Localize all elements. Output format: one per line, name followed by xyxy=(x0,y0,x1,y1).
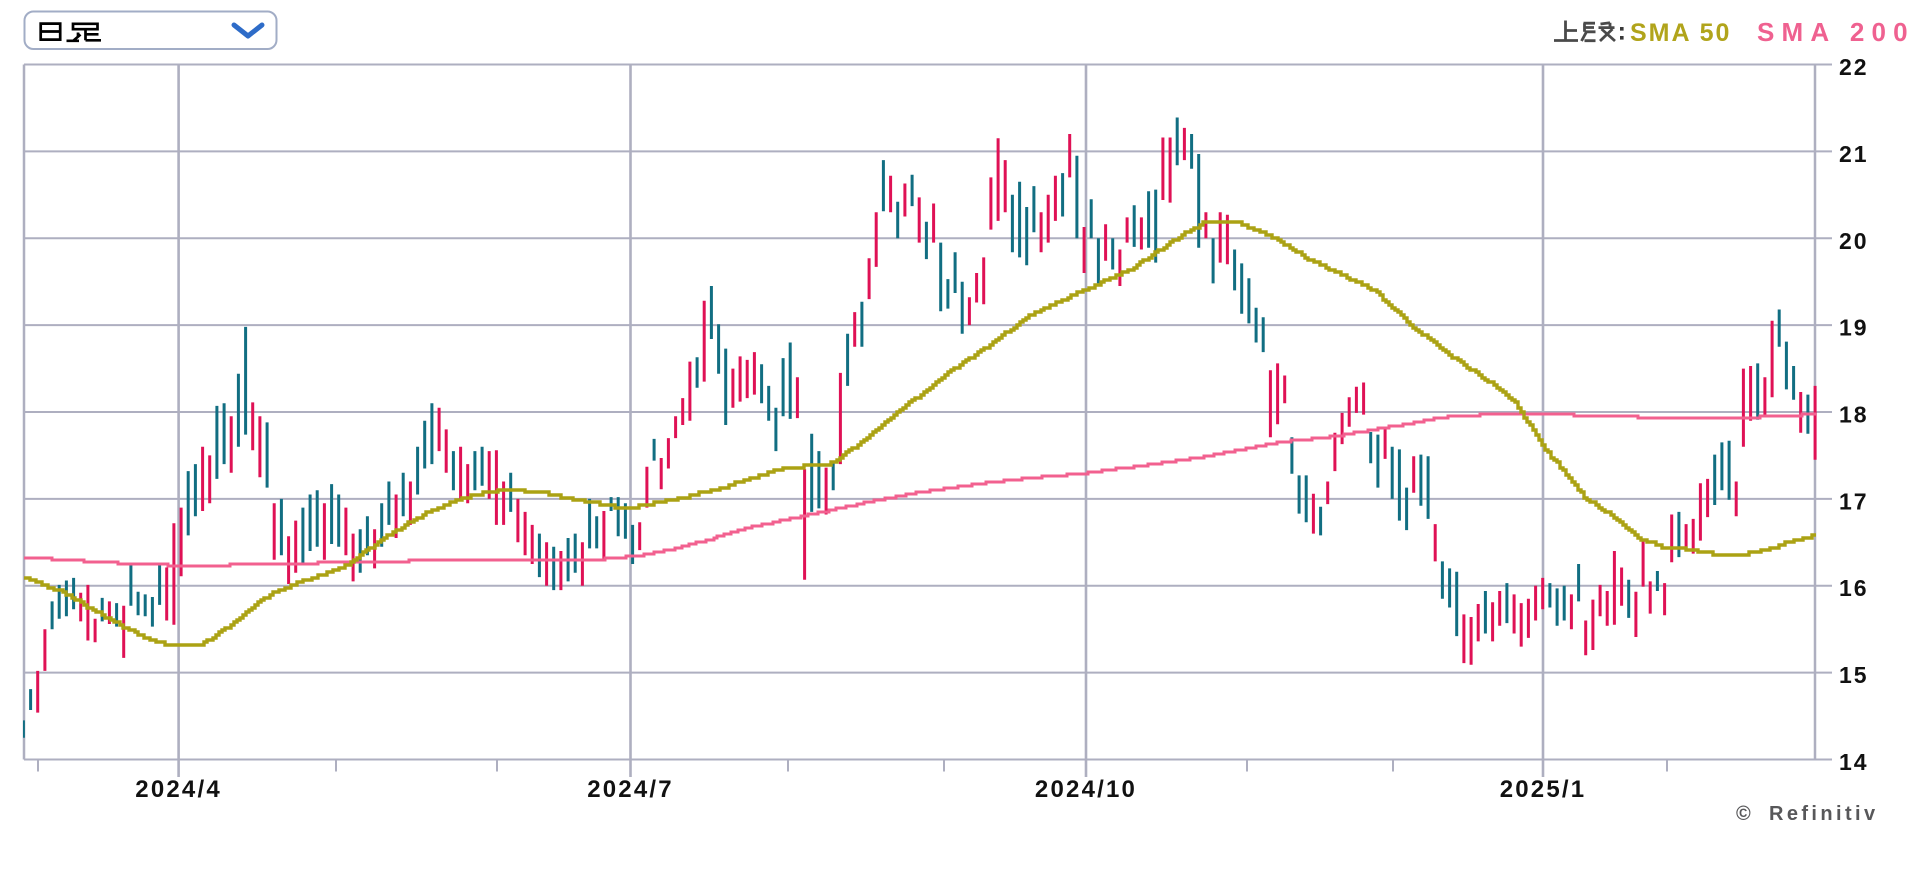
svg-text:17: 17 xyxy=(1839,488,1869,514)
svg-text:19: 19 xyxy=(1839,315,1869,341)
svg-text:18: 18 xyxy=(1839,402,1869,428)
svg-text:14: 14 xyxy=(1839,749,1869,775)
svg-text:2025/1: 2025/1 xyxy=(1500,776,1587,803)
svg-text:SMA 200: SMA 200 xyxy=(1757,17,1913,47)
svg-text:©: © xyxy=(1736,803,1751,825)
svg-text:2024/4: 2024/4 xyxy=(135,776,222,803)
svg-text:22: 22 xyxy=(1839,54,1869,80)
svg-text:16: 16 xyxy=(1839,575,1869,601)
svg-text:15: 15 xyxy=(1839,662,1869,688)
svg-text:2024/10: 2024/10 xyxy=(1035,776,1137,803)
svg-text:21: 21 xyxy=(1839,141,1869,167)
svg-text:Refinitiv: Refinitiv xyxy=(1769,803,1879,825)
svg-text:SMA 50: SMA 50 xyxy=(1630,19,1731,47)
svg-text:20: 20 xyxy=(1839,228,1869,254)
svg-text:2024/7: 2024/7 xyxy=(587,776,674,803)
